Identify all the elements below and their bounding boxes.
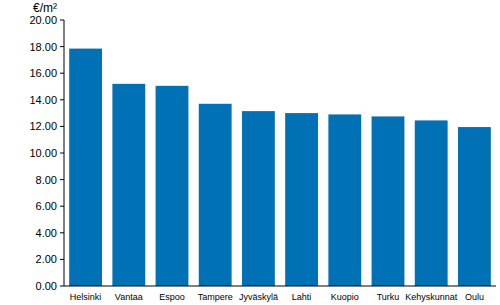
y-tick-label: 20.00 xyxy=(29,14,57,26)
bar xyxy=(458,127,491,286)
y-tick xyxy=(60,259,64,260)
bar xyxy=(328,114,361,286)
y-tick xyxy=(60,179,64,180)
x-tick-label: Lahti xyxy=(292,292,312,302)
bar xyxy=(156,86,189,286)
y-tick xyxy=(60,232,64,233)
y-tick xyxy=(60,153,64,154)
y-tick-label: 2.00 xyxy=(36,253,57,265)
y-tick-label: 16.00 xyxy=(29,67,57,79)
x-tick-label: Tampere xyxy=(198,292,233,302)
chart: 0.00 2.00 4.00 6.00 8.00 10.00 12.00 14.00 16.00… xyxy=(0,0,500,305)
bar xyxy=(285,113,318,286)
x-tick-label: Helsinki xyxy=(70,292,102,302)
x-tick-label: Turku xyxy=(377,292,400,302)
x-axis xyxy=(64,286,496,287)
x-tick-label: Kuopio xyxy=(331,292,359,302)
bar xyxy=(415,120,448,286)
y-tick-label: 8.00 xyxy=(36,174,57,186)
y-tick-label: 12.00 xyxy=(29,120,57,132)
x-tick-label: Espoo xyxy=(159,292,185,302)
y-tick xyxy=(60,20,64,21)
y-tick xyxy=(60,286,64,287)
bar xyxy=(372,116,405,286)
bar xyxy=(112,84,145,286)
bars xyxy=(69,49,491,286)
bar xyxy=(69,49,102,286)
y-tick xyxy=(60,73,64,74)
y-tick-label: 0.00 xyxy=(36,280,57,292)
x-tick-label: Jyväskylä xyxy=(239,292,278,302)
y-axis-label: €/m² xyxy=(33,1,57,15)
y-tick-label: 6.00 xyxy=(36,200,57,212)
y-tick xyxy=(60,206,64,207)
x-tick-label: Oulu xyxy=(465,292,484,302)
y-tick xyxy=(60,46,64,47)
y-tick-label: 10.00 xyxy=(29,147,57,159)
y-axis xyxy=(64,20,65,286)
y-tick xyxy=(60,126,64,127)
bar xyxy=(199,104,232,286)
bar xyxy=(242,111,275,286)
y-tick xyxy=(60,99,64,100)
y-tick-label: 4.00 xyxy=(36,227,57,239)
y-tick-label: 18.00 xyxy=(29,41,57,53)
y-tick-label: 14.00 xyxy=(29,94,57,106)
x-tick-label: Kehyskunnat xyxy=(405,292,458,302)
x-tick-label: Vantaa xyxy=(115,292,143,302)
